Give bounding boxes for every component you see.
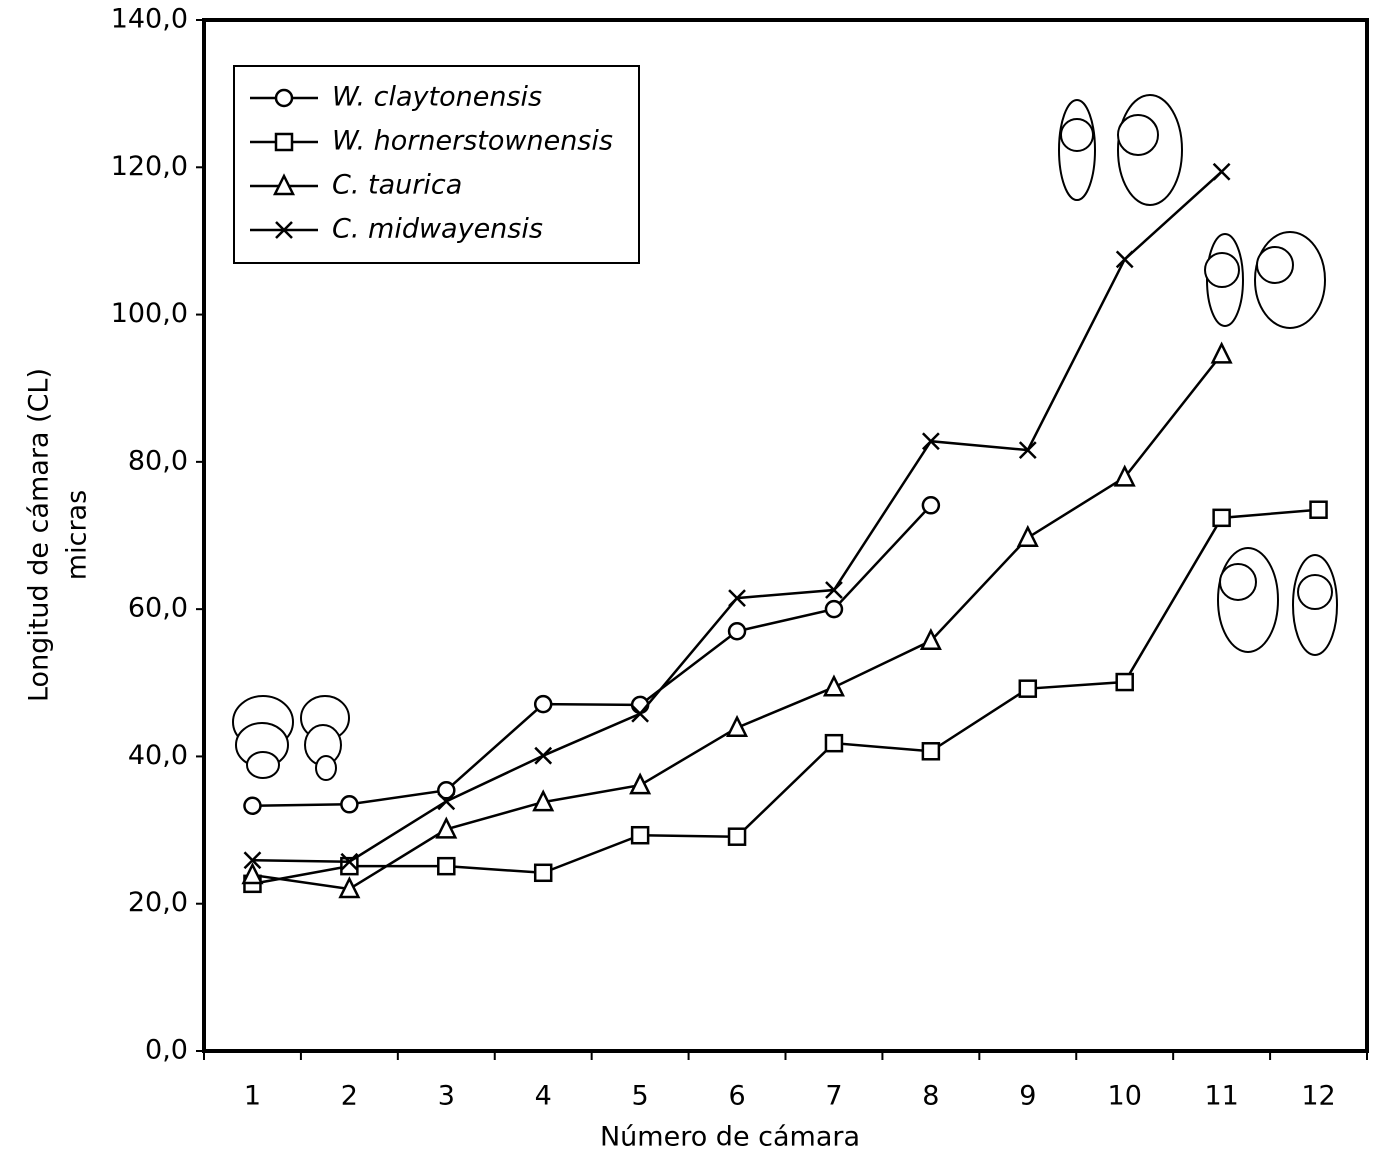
x-tick-label: 6 [728,1081,745,1112]
x-tick-label: 1 [244,1081,261,1112]
marker [276,90,292,106]
series-line [252,354,1221,889]
marker [728,718,746,736]
marker [632,697,648,713]
marker [825,677,843,695]
fossil [233,696,293,778]
marker [826,601,842,617]
y-axis-label: Longitud de cámara (CL) [24,368,55,702]
fossil [301,696,349,780]
series-line [252,510,1318,884]
marker [1020,681,1036,697]
marker [826,735,842,751]
x-axis-label: Número de cámara [600,1122,860,1153]
y-tick-label: 80,0 [128,445,188,476]
marker [1117,674,1133,690]
legend-label: C. taurica [332,170,462,201]
x-tick-label: 5 [632,1081,649,1112]
fossil [1059,95,1182,205]
marker [1214,164,1230,180]
fossil [1218,548,1337,655]
x-tick-label: 4 [535,1081,552,1112]
marker [729,623,745,639]
x-tick-label: 9 [1019,1081,1036,1112]
x-tick-label: 12 [1301,1081,1335,1112]
y-tick-label: 120,0 [111,151,188,182]
legend-label: C. midwayensis [332,214,543,245]
marker [1311,502,1327,518]
marker [535,865,551,881]
y-tick-label: 20,0 [128,887,188,918]
legend-label: W. hornerstownensis [332,126,613,157]
marker [244,798,260,814]
x-tick-label: 2 [341,1081,358,1112]
chart: Número de cámara Longitud de cámara (CL)… [0,0,1373,1157]
marker [276,134,292,150]
x-tick-label: 11 [1204,1081,1238,1112]
y-tick-label: 100,0 [111,298,188,329]
y-tick-label: 0,0 [145,1035,188,1066]
marker [1214,510,1230,526]
marker [535,748,551,764]
marker [1019,528,1037,546]
page: Número de cámara Longitud de cámara (CL)… [0,0,1373,1157]
marker [632,827,648,843]
x-tick-label: 3 [438,1081,455,1112]
marker [1213,344,1231,362]
marker [729,829,745,845]
y-tick-label: 140,0 [111,4,188,35]
fossil [1205,232,1325,328]
y-tick-label: 60,0 [128,593,188,624]
y-tick-label: 40,0 [128,740,188,771]
marker [535,696,551,712]
x-tick-label: 7 [825,1081,842,1112]
marker [438,858,454,874]
marker [923,497,939,513]
legend-label: W. claytonensis [332,82,542,113]
series-line [252,505,930,805]
y-axis-label: micras [62,490,93,580]
marker [631,775,649,793]
x-tick-label: 8 [922,1081,939,1112]
marker [923,743,939,759]
marker [341,796,357,812]
series-line [252,172,1221,862]
x-tick-label: 10 [1108,1081,1142,1112]
marker [1117,251,1133,267]
